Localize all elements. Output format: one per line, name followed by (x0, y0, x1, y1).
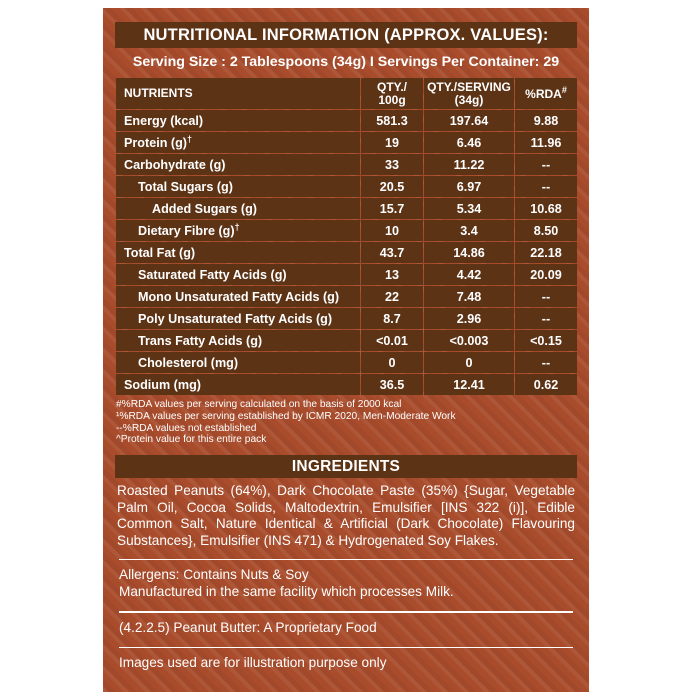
value-qty-100g: 36.5 (361, 374, 423, 395)
value-qty-serving: 5.34 (424, 198, 514, 219)
rda-label: %RDA (525, 87, 562, 102)
proprietary-food-line: (4.2.2.5) Peanut Butter: A Proprietary F… (119, 619, 377, 635)
nutritional-information-title: NUTRITIONAL INFORMATION (APPROX. VALUES)… (115, 22, 577, 48)
table-header: NUTRIENTS QTY./ 100g QTY./SERVING (34g) … (116, 78, 577, 109)
nutrient-name: Poly Unsaturated Fatty Acids (g) (116, 308, 360, 329)
divider-proprietary (119, 611, 573, 613)
nutrient-name: Carbohydrate (g) (116, 154, 360, 175)
value-qty-100g: 0 (361, 352, 423, 373)
table-row: Sodium (mg) 36.5 12.41 0.62 (116, 374, 577, 395)
table-row: Saturated Fatty Acids (g) 13 4.42 20.09 (116, 264, 577, 285)
nutrient-name: Cholesterol (mg) (116, 352, 360, 373)
value-rda: 8.50 (515, 220, 577, 241)
qty-serving-line2: (34g) (454, 92, 484, 107)
allergens-block: Allergens: Contains Nuts & Soy Manufactu… (115, 560, 577, 602)
value-qty-serving: 2.96 (424, 308, 514, 329)
table-row: Cholesterol (mg) 0 0 -- (116, 352, 577, 373)
value-rda: -- (515, 286, 577, 307)
value-qty-serving: 14.86 (424, 242, 514, 263)
divider-allergens (119, 558, 573, 561)
value-qty-100g: 22 (361, 286, 423, 307)
table-header-row: NUTRIENTS QTY./ 100g QTY./SERVING (34g) … (116, 78, 577, 109)
nutrient-footnote-marker: † (234, 222, 240, 233)
footnote-line: ^Protein value for this entire pack (116, 434, 267, 446)
table-row: Poly Unsaturated Fatty Acids (g) 8.7 2.96-… (116, 308, 577, 329)
nutrient-footnote-marker: † (186, 134, 192, 145)
table-row: Carbohydrate (g) 33 11.22 -- (116, 154, 577, 175)
table-row: Trans Fatty Acids (g) <0.01 <0.003 <0.15 (116, 330, 577, 351)
value-rda: -- (515, 352, 577, 373)
qty-100g-line2: 100g (378, 92, 406, 107)
table-row: Mono Unsaturated Fatty Acids (g) 22 7.48 -- (116, 286, 577, 307)
allergens-line-1: Allergens: Contains Nuts & Soy (119, 567, 309, 583)
value-qty-serving: 4.42 (424, 264, 514, 285)
value-qty-serving: <0.003 (424, 330, 514, 351)
nutrition-facts-table: NUTRIENTS QTY./ 100g QTY./SERVING (34g) … (115, 77, 578, 396)
serving-size-line: Serving Size : 2 Tablespoons (34g) I Ser… (132, 54, 560, 70)
ingredients-text: Roasted Peanuts (64%), Dark Chocolate Pa… (117, 483, 575, 548)
value-rda: 20.09 (515, 264, 577, 285)
nutrient-name: Sodium (mg) (116, 374, 360, 395)
footnote-line: --%RDA values not established (116, 422, 257, 434)
table-row: Energy (kcal) 581.3 197.64 9.88 (116, 110, 577, 131)
value-qty-100g: 19 (361, 132, 423, 153)
qty-100g-line1: QTY./ (376, 79, 407, 94)
value-rda: -- (515, 308, 577, 329)
value-qty-100g: 43.7 (361, 242, 423, 263)
table-row: Total Fat (g) 43.7 14.86 22.18 (116, 242, 577, 263)
table-row: Total Sugars (g) 20.5 6.97 -- (116, 176, 577, 197)
value-qty-100g: 15.7 (361, 198, 423, 219)
value-qty-serving: 7.48 (424, 286, 514, 307)
column-header-rda: %RDA# (515, 78, 577, 109)
qty-serving-line1: QTY./SERVING (427, 79, 511, 94)
nutrition-label-panel: NUTRITIONAL INFORMATION (APPROX. VALUES)… (103, 8, 589, 692)
images-note-line: Images used are for illustration purpose… (119, 655, 387, 671)
footnotes-block: #%RDA values per serving calculated on t… (115, 399, 577, 446)
value-qty-serving: 11.22 (424, 154, 514, 175)
value-rda: 10.68 (515, 198, 577, 219)
value-qty-100g: 10 (361, 220, 423, 241)
value-qty-serving: 12.41 (424, 374, 514, 395)
rda-footnote-marker: # (561, 85, 567, 96)
nutrient-name: Trans Fatty Acids (g) (116, 330, 360, 351)
value-qty-serving: 6.97 (424, 176, 514, 197)
ingredients-heading: INGREDIENTS (115, 455, 577, 479)
footnote-line: #%RDA values per serving calculated on t… (116, 399, 402, 410)
nutrient-name: Added Sugars (g) (116, 198, 360, 219)
nutrient-name: Dietary Fibre (g)† (116, 220, 360, 241)
table-body: Energy (kcal) 581.3 197.64 9.88 Protein (g)†… (116, 110, 577, 395)
value-qty-100g: 33 (361, 154, 423, 175)
table-row: Added Sugars (g) 15.7 5.34 10.68 (116, 198, 577, 219)
column-header-qty-100g: QTY./ 100g (361, 78, 423, 109)
value-qty-100g: 581.3 (361, 110, 423, 131)
value-rda: -- (515, 154, 577, 175)
value-qty-100g: 8.7 (361, 308, 423, 329)
value-qty-serving: 0 (424, 352, 514, 373)
nutrient-name: Mono Unsaturated Fatty Acids (g) (116, 286, 360, 307)
value-rda: 0.62 (515, 374, 577, 395)
footnote-line: ¹%RDA values per serving established by … (116, 410, 456, 422)
value-rda: -- (515, 176, 577, 197)
table-row: Protein (g)† 19 6.46 11.96 (116, 132, 577, 153)
nutrient-name: Energy (kcal) (116, 110, 360, 131)
column-header-qty-serving: QTY./SERVING (34g) (424, 78, 514, 109)
column-header-nutrients: NUTRIENTS (116, 78, 360, 109)
value-qty-serving: 6.46 (424, 132, 514, 153)
value-qty-100g: 13 (361, 264, 423, 285)
nutrient-name: Protein (g)† (116, 132, 360, 153)
nutrient-name: Total Sugars (g) (116, 176, 360, 197)
value-qty-100g: 20.5 (361, 176, 423, 197)
value-rda: 9.88 (515, 110, 577, 131)
value-qty-serving: 197.64 (424, 110, 514, 131)
value-rda: <0.15 (515, 330, 577, 351)
value-qty-serving: 3.4 (424, 220, 514, 241)
table-row: Dietary Fibre (g)† 10 3.4 8.50 (116, 220, 577, 241)
nutrient-name: Saturated Fatty Acids (g) (116, 264, 360, 285)
value-rda: 22.18 (515, 242, 577, 263)
value-qty-100g: <0.01 (361, 330, 423, 351)
divider-images-note (119, 646, 573, 649)
nutrient-name: Total Fat (g) (116, 242, 360, 263)
allergens-line-2: Manufactured in the same facility which … (119, 584, 454, 600)
value-rda: 11.96 (515, 132, 577, 153)
